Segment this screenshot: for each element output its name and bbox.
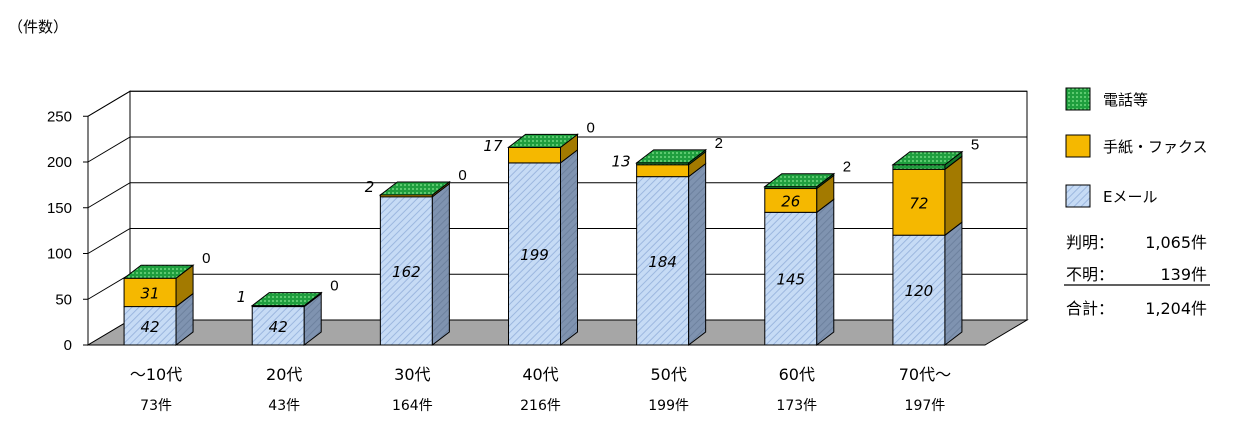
category-label: 70代～ [899, 365, 951, 384]
legend-swatch-1 [1065, 134, 1091, 158]
bar-segment-0 [508, 162, 561, 346]
data-label-phone: 0 [330, 278, 338, 295]
gridline [87, 90, 131, 117]
bar-top [635, 149, 708, 164]
bar-segment-0 [764, 211, 818, 346]
data-label-phone: 5 [971, 137, 979, 154]
y-axis-title: （件数） [8, 19, 68, 36]
bar-segment-1 [636, 164, 690, 178]
legend-label-1: 手紙・ファクス [1103, 138, 1208, 156]
summary-label: 合計： [1066, 299, 1114, 318]
gridline [87, 182, 131, 209]
data-label-email: 184 [648, 253, 677, 271]
data-label-letter: 2 [365, 178, 375, 196]
data-label-email: 42 [269, 318, 288, 336]
legend-label-0: Eメール [1103, 188, 1157, 206]
category-total: 216件 [520, 398, 561, 414]
data-label-phone: 0 [587, 119, 595, 136]
bar-segment-2 [892, 164, 946, 170]
data-label-phone: 2 [715, 135, 723, 152]
gridline [87, 228, 131, 254]
bar-segment-0 [892, 234, 946, 346]
category-total: 197件 [905, 398, 946, 414]
category-total: 199件 [648, 398, 689, 414]
bar-top [507, 133, 579, 148]
data-label-phone: 0 [202, 250, 210, 267]
category-label: 50代 [650, 365, 686, 384]
summary-value: 1,065件 [1145, 233, 1207, 252]
summary-label: 不明： [1066, 265, 1114, 284]
bar-side-1 [944, 155, 963, 237]
bar-top [891, 151, 964, 166]
y-tick-label: 150 [47, 200, 72, 217]
bar-side-0 [431, 182, 450, 347]
data-label-letter: 13 [612, 153, 631, 171]
bar-top [250, 292, 323, 307]
data-label-email: 162 [392, 263, 421, 281]
bar-segment-0 [251, 306, 305, 346]
bar-segment-1 [508, 146, 561, 164]
data-label-email: 145 [776, 271, 805, 289]
category-label: ～10代 [130, 365, 182, 384]
y-tick-label: 250 [47, 108, 72, 125]
y-tick-label: 50 [55, 291, 72, 308]
category-label: 20代 [266, 365, 302, 384]
category-total: 164件 [392, 398, 433, 414]
bar-segment-0 [636, 176, 690, 346]
y-tick-label: 200 [47, 154, 72, 171]
data-label-email: 42 [141, 318, 160, 336]
legend-label-2: 電話等 [1103, 91, 1148, 109]
legend-swatch-2 [1065, 87, 1091, 111]
category-total: 73件 [140, 398, 172, 414]
y-tick-label: 0 [64, 337, 72, 354]
data-label-letter: 26 [781, 192, 800, 210]
summary-value: 139件 [1160, 265, 1207, 284]
legend-swatch-0 [1065, 184, 1091, 208]
data-label-letter: 1 [237, 288, 247, 306]
bar-side-0 [816, 198, 835, 347]
data-label-letter: 72 [909, 194, 928, 212]
category-label: 60代 [779, 365, 815, 384]
bar-top [763, 173, 836, 188]
bar-segment-1 [123, 277, 177, 308]
bar-segment-0 [379, 196, 433, 346]
data-label-letter: 17 [483, 137, 503, 155]
bar-top [378, 181, 451, 196]
bar-side-0 [688, 162, 707, 347]
data-label-phone: 0 [458, 167, 466, 184]
data-label-letter: 31 [141, 284, 160, 302]
bar-top [122, 264, 195, 279]
summary-value: 1,204件 [1145, 299, 1207, 318]
data-label-phone: 2 [843, 159, 851, 176]
gridline [87, 136, 131, 163]
bar-side-0 [944, 221, 963, 347]
y-tick-label: 100 [47, 246, 72, 263]
data-label-email: 199 [520, 246, 549, 264]
summary-label: 判明： [1066, 233, 1114, 252]
data-label-email: 120 [905, 282, 934, 300]
category-total: 43件 [268, 398, 300, 414]
category-label: 40代 [522, 365, 558, 384]
category-label: 30代 [394, 365, 430, 384]
category-total: 173件 [776, 398, 817, 414]
bar-side-0 [560, 148, 578, 347]
